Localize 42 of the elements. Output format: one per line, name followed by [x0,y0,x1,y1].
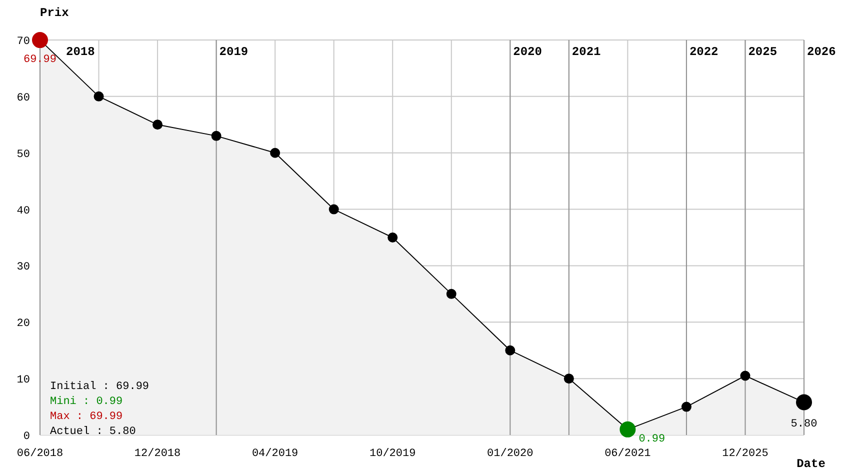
point [446,288,456,299]
x-tick-label: 12/2025 [722,448,768,460]
annotation: Initial : 69.99 [50,381,150,393]
x-tick-label: 06/2021 [604,448,652,460]
x-tick-label: 10/2019 [370,448,416,460]
data-label: 0.99 [638,433,666,446]
y-tick-label: 40 [16,205,30,218]
y-tick-label: 70 [16,36,30,48]
point [564,374,574,384]
y-tick-label: 10 [16,374,30,387]
point [152,120,163,130]
y-tick-label: 0 [23,431,30,443]
point [681,402,692,412]
y-axis-title: Prix [40,6,69,20]
point [505,345,516,356]
annotation: Actuel : 5.80 [50,426,136,438]
annotation: Max : 69.99 [50,411,123,423]
point [94,91,104,102]
point [211,130,222,141]
annotation: 2018 [66,45,95,59]
data-label: 69.99 [23,54,57,66]
x-tick-label: 04/2019 [252,448,298,460]
x-tick-label: 12/2018 [134,448,181,460]
point [388,232,398,242]
x-tick-label: 01/2020 [487,448,534,460]
point [270,148,280,158]
annotation: 2020 [513,45,542,59]
y-tick-label: 30 [16,262,30,274]
annotation: 2022 [689,45,718,59]
annotation: 2019 [219,45,248,59]
x-axis-title: Date [796,457,826,471]
point [740,370,750,381]
text: 2026 [807,45,836,59]
data-label: 5.80 [790,418,818,430]
y-tick-label: 20 [16,318,30,330]
y-tick-label: 50 [16,148,30,161]
annotation: 2025 [748,45,778,59]
x-tick-label: 06/2018 [16,448,64,460]
point [328,204,339,214]
y-tick-label: 60 [16,92,30,104]
annotation: 2021 [572,45,601,59]
annotation: Mini : 0.99 [50,396,123,408]
